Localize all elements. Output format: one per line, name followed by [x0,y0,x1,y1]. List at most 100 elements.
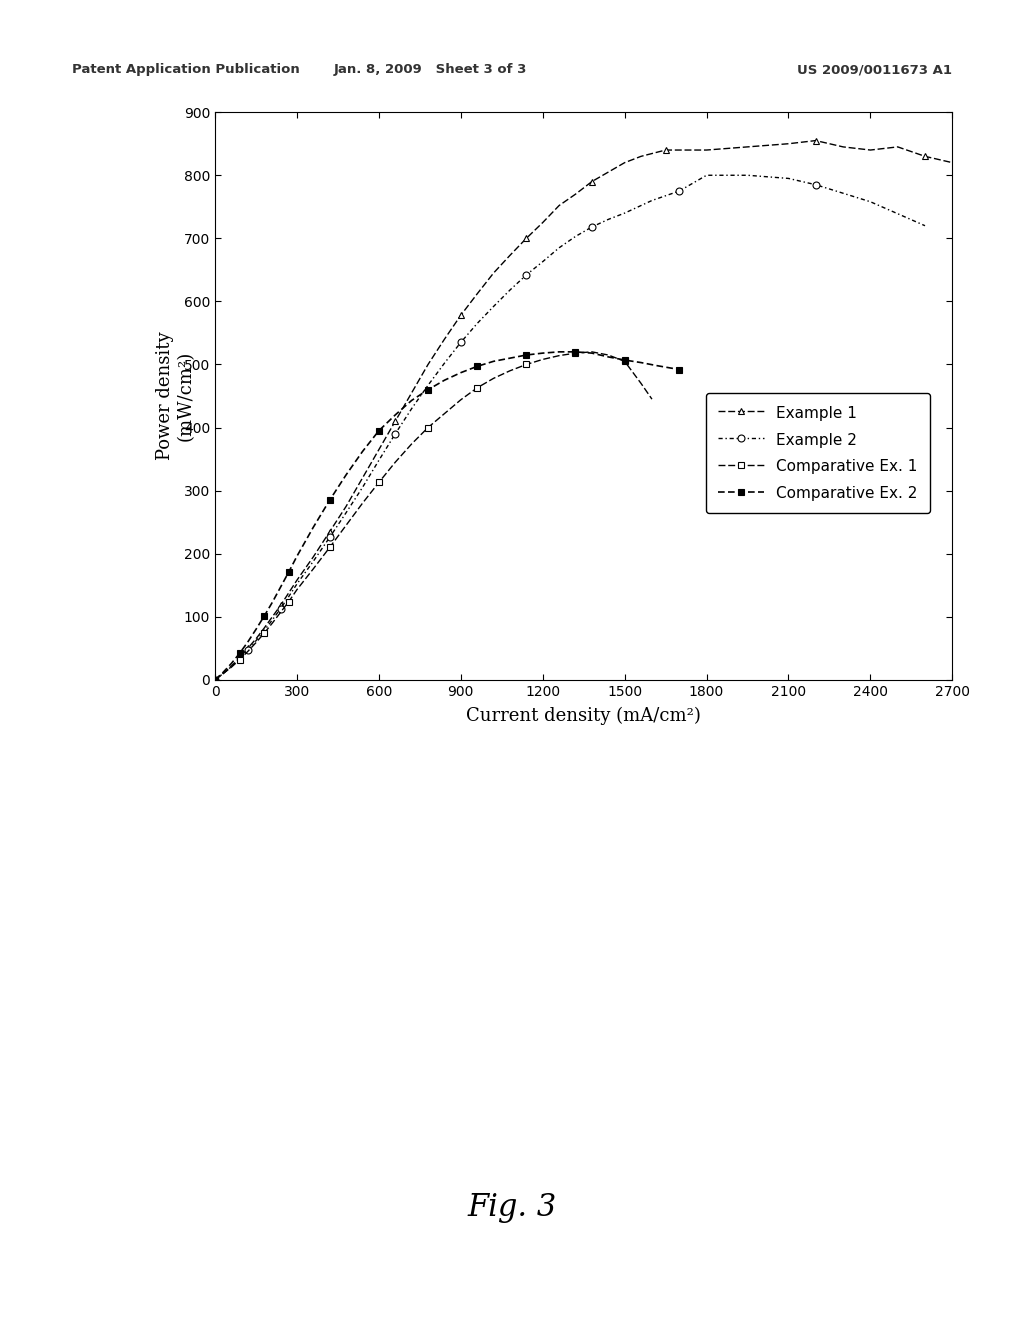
Example 1 [455,308,467,323]
Comparative Ex. 1 [406,436,418,451]
Example 1 [520,231,532,247]
Example 2 [209,672,221,688]
Comparative Ex. 1 [340,517,352,533]
Example 2 [618,205,631,220]
Comparative Ex. 2 [266,594,279,610]
Example 1 [373,442,385,458]
Example 1 [782,136,795,152]
Comparative Ex. 1 [569,346,582,362]
Example 1 [209,672,221,688]
Comparative Ex. 2 [373,422,385,438]
Example 1 [291,573,303,589]
Example 2 [810,177,822,193]
Comparative Ex. 2 [553,345,565,360]
Example 1 [602,164,614,180]
Example 2 [504,282,516,298]
Example 2 [438,355,451,371]
Example 2 [373,453,385,469]
Example 2 [242,643,254,659]
Example 2 [283,589,295,605]
Example 2 [919,218,931,234]
Text: US 2009/0011673 A1: US 2009/0011673 A1 [798,63,952,77]
Comparative Ex. 2 [283,564,295,579]
Example 2 [700,168,713,183]
Comparative Ex. 2 [586,346,598,362]
Text: Jan. 8, 2009   Sheet 3 of 3: Jan. 8, 2009 Sheet 3 of 3 [334,63,526,77]
Example 1 [406,385,418,401]
Example 1 [356,470,369,486]
Comparative Ex. 1 [242,644,254,660]
Example 1 [586,174,598,190]
Example 2 [291,576,303,591]
Example 2 [602,211,614,227]
Comparative Ex. 1 [233,652,246,668]
Example 1 [837,139,849,154]
Comparative Ex. 1 [225,659,238,675]
Comparative Ex. 1 [504,363,516,379]
Comparative Ex. 2 [250,622,262,638]
Comparative Ex. 2 [471,359,483,375]
Example 1 [810,132,822,148]
Comparative Ex. 1 [553,347,565,363]
Example 2 [307,553,319,569]
Example 2 [646,193,658,209]
Comparative Ex. 2 [618,352,631,368]
Example 1 [919,148,931,164]
Comparative Ex. 1 [455,392,467,408]
Comparative Ex. 1 [618,354,631,370]
Comparative Ex. 2 [389,407,401,422]
Example 1 [864,143,877,158]
Comparative Ex. 2 [217,664,229,680]
Comparative Ex. 1 [602,347,614,363]
Comparative Ex. 1 [487,371,500,387]
Example 2 [324,529,336,545]
Comparative Ex. 2 [602,348,614,364]
Example 2 [225,659,238,675]
Example 2 [389,426,401,442]
Comparative Ex. 1 [422,420,434,436]
Comparative Ex. 1 [471,380,483,396]
Comparative Ex. 2 [356,444,369,459]
Comparative Ex. 1 [209,672,221,688]
Example 2 [406,401,418,417]
Comparative Ex. 2 [258,609,270,624]
Example 2 [569,228,582,244]
Comparative Ex. 2 [537,346,549,362]
Comparative Ex. 2 [225,656,238,672]
Comparative Ex. 2 [291,548,303,564]
Example 1 [274,598,287,614]
Example 2 [356,479,369,495]
Example 1 [250,631,262,647]
Comparative Ex. 2 [504,350,516,366]
Example 1 [307,549,319,565]
Line: Comparative Ex. 2: Comparative Ex. 2 [212,348,683,684]
Comparative Ex. 1 [283,594,295,610]
Example 1 [422,356,434,372]
Example 2 [520,267,532,282]
Comparative Ex. 2 [422,381,434,397]
Legend: Example 1, Example 2, Comparative Ex. 1, Comparative Ex. 2: Example 1, Example 2, Comparative Ex. 1,… [707,393,930,513]
Comparative Ex. 1 [217,665,229,681]
Example 1 [659,143,672,158]
Example 1 [471,286,483,302]
Comparative Ex. 1 [258,626,270,642]
Comparative Ex. 2 [455,364,467,380]
Comparative Ex. 1 [586,345,598,360]
Example 2 [233,651,246,667]
Example 1 [741,139,754,154]
Example 1 [553,198,565,214]
Comparative Ex. 2 [307,519,319,535]
Comparative Ex. 2 [651,358,664,374]
Comparative Ex. 2 [242,634,254,649]
Example 1 [283,585,295,601]
Comparative Ex. 2 [274,579,287,595]
Example 1 [389,413,401,429]
Comparative Ex. 1 [250,635,262,651]
Example 2 [455,334,467,350]
Example 2 [340,504,352,520]
Example 2 [537,253,549,269]
Comparative Ex. 1 [438,405,451,421]
Comparative Ex. 2 [520,347,532,363]
Example 1 [225,657,238,673]
Line: Example 2: Example 2 [212,172,929,684]
